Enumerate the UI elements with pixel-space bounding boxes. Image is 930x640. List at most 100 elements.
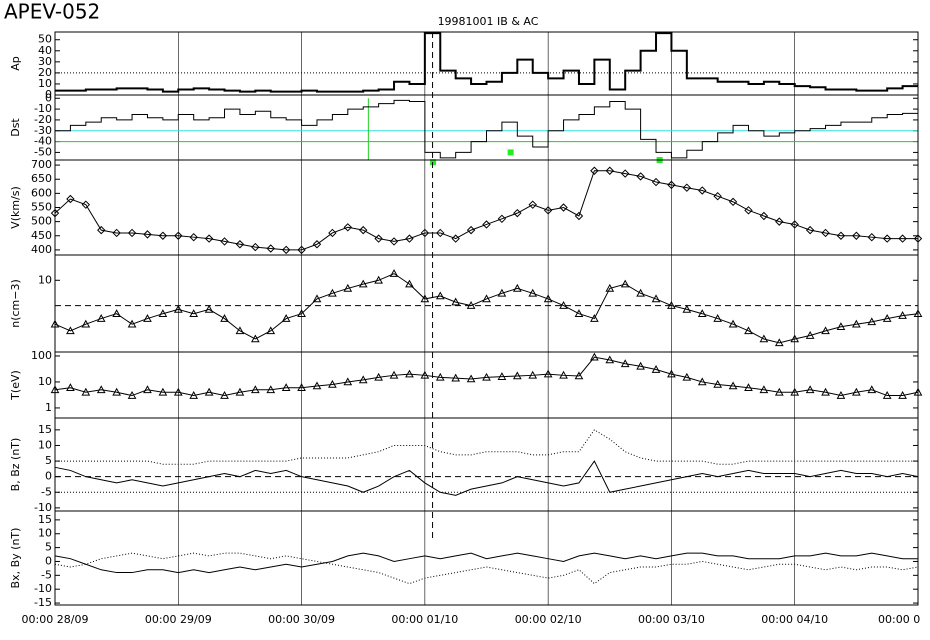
- data-marker: [512, 371, 522, 380]
- data-marker: [328, 288, 337, 297]
- data-marker: [713, 379, 723, 388]
- data-marker: [559, 370, 568, 379]
- data-marker: [882, 314, 892, 322]
- data-marker: [112, 309, 121, 318]
- data-marker: [836, 322, 846, 331]
- data-marker: [805, 385, 815, 394]
- data-marker: [81, 319, 91, 328]
- y-tick-label: 0: [45, 554, 52, 567]
- y-tick-label: 10: [38, 527, 52, 540]
- data-marker: [867, 317, 877, 326]
- data-marker: [204, 304, 214, 313]
- y-tick-label: 0: [45, 88, 52, 101]
- data-marker: [620, 359, 630, 368]
- data-marker: [451, 373, 461, 382]
- y-tick-label: -10: [34, 582, 52, 595]
- data-marker: [251, 242, 260, 252]
- data-marker: [775, 217, 784, 226]
- data-marker: [667, 301, 676, 309]
- data-marker: [605, 355, 615, 364]
- data-marker: [528, 288, 538, 297]
- x-tick-label: 00:00 29/09: [145, 613, 212, 626]
- data-marker: [235, 326, 245, 335]
- data-marker: [759, 385, 769, 394]
- data-marker: [297, 383, 306, 392]
- data-marker: [852, 231, 861, 240]
- data-marker: [590, 166, 599, 175]
- page-title: APEV-052: [4, 0, 100, 24]
- data-marker: [297, 309, 306, 318]
- data-marker: [250, 385, 260, 394]
- data-marker: [389, 237, 399, 246]
- data-marker: [420, 228, 430, 238]
- data-marker: [451, 297, 461, 306]
- data-marker: [281, 314, 291, 322]
- data-marker: [281, 383, 291, 392]
- data-marker: [358, 375, 368, 384]
- y-tick-label: 100: [31, 349, 52, 362]
- data-marker: [466, 301, 476, 309]
- data-marker: [574, 371, 584, 380]
- data-marker: [220, 391, 229, 399]
- data-marker: [543, 369, 553, 378]
- data-marker: [96, 385, 106, 394]
- series-line: [55, 99, 918, 159]
- data-marker: [389, 370, 399, 379]
- data-marker: [328, 379, 337, 388]
- y-tick-label: -5: [41, 485, 52, 498]
- series-line: [54, 170, 918, 251]
- data-marker: [574, 211, 584, 221]
- data-marker: [127, 319, 137, 328]
- data-marker: [605, 166, 614, 175]
- plot-title: 19981001 IB & AC: [438, 15, 539, 28]
- data-marker: [697, 309, 707, 318]
- data-marker: [821, 326, 830, 335]
- data-marker: [143, 230, 152, 239]
- y-tick-label: 30: [38, 55, 52, 68]
- panel-frame: [54, 159, 919, 256]
- data-marker: [867, 232, 876, 242]
- data-marker: [774, 338, 784, 347]
- data-marker: [312, 240, 322, 249]
- data-marker: [81, 387, 91, 396]
- data-marker: [158, 231, 168, 240]
- y-tick-label: 10: [38, 375, 52, 388]
- data-marker: [528, 370, 538, 379]
- data-marker: [898, 311, 907, 319]
- data-marker: [497, 288, 507, 297]
- data-marker: [728, 319, 738, 328]
- data-marker: [374, 372, 383, 381]
- y-tick-label: 400: [31, 243, 52, 256]
- data-marker: [482, 220, 491, 229]
- y-tick-label: 20: [38, 66, 52, 79]
- data-marker: [790, 220, 799, 229]
- x-tick-label: 00:00 28/09: [22, 613, 89, 626]
- data-marker: [559, 301, 568, 309]
- data-marker: [343, 283, 353, 292]
- data-marker: [420, 294, 430, 303]
- y-tick-label: 450: [31, 229, 52, 242]
- data-marker: [96, 314, 106, 322]
- data-marker: [574, 309, 584, 318]
- data-marker: [543, 294, 553, 303]
- data-marker: [158, 309, 168, 318]
- y-tick-label: 500: [31, 215, 52, 228]
- x-tick-label: 00:00 03/10: [638, 613, 705, 626]
- data-marker: [189, 309, 199, 318]
- data-marker: [112, 387, 121, 396]
- data-marker: [158, 387, 168, 396]
- series-line: [54, 356, 919, 397]
- data-marker: [173, 387, 183, 396]
- data-marker: [389, 269, 399, 277]
- data-marker: [713, 314, 723, 322]
- data-marker: [405, 369, 414, 378]
- y-axis-label: Bx, By (nT): [9, 528, 22, 589]
- data-marker: [790, 334, 800, 343]
- y-tick-label: -5: [41, 568, 52, 581]
- y-tick-label: 10: [38, 273, 52, 286]
- data-marker: [774, 387, 784, 396]
- data-marker: [328, 228, 337, 238]
- y-axis-label: B, Bz (nT): [9, 438, 22, 492]
- data-marker: [667, 180, 676, 190]
- panel-frame: [54, 510, 919, 606]
